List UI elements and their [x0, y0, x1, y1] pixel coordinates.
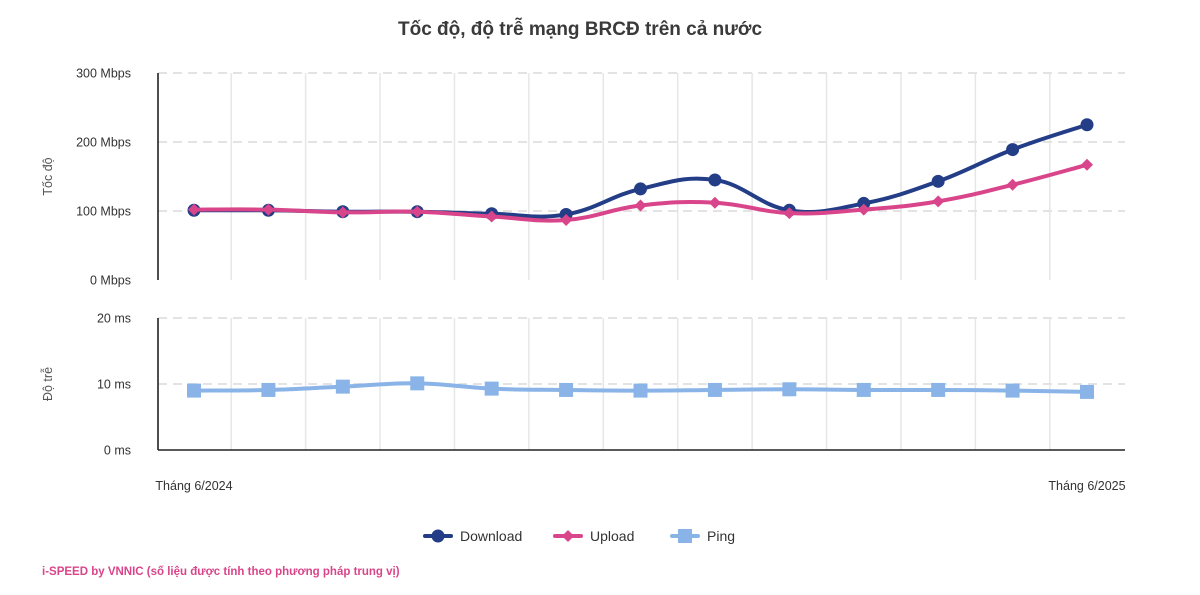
axes: 0 Mbps 100 Mbps 200 Mbps 300 Mbps Tốc độ 0 ms… — [40, 67, 1126, 494]
upload-point — [411, 205, 424, 218]
y-tick-label: 10 ms — [97, 378, 131, 392]
upload-point — [262, 203, 275, 216]
y-tick-label: 300 Mbps — [76, 67, 131, 81]
ping-point — [261, 382, 276, 397]
upload-point — [783, 207, 796, 220]
legend-upload-label: Upload — [590, 528, 634, 544]
download-point — [708, 173, 722, 187]
y-tick-label: 0 ms — [104, 444, 131, 458]
ping-point — [707, 382, 722, 397]
ping-point — [187, 383, 201, 398]
y-tick-label: 200 Mbps — [76, 136, 131, 150]
ping-point — [633, 383, 648, 398]
legend-download-marker — [431, 529, 445, 543]
upload-point — [932, 195, 945, 208]
upload-point — [336, 206, 349, 219]
ping-point — [559, 382, 574, 397]
upload-point — [1006, 178, 1019, 191]
download-point — [634, 182, 647, 196]
source-footnote: i-SPEED by VNNIC (số liệu được tính theo… — [42, 566, 400, 578]
ping-point — [484, 381, 499, 396]
upload-point — [1081, 158, 1093, 171]
legend-ping-marker — [678, 529, 692, 543]
upload-point — [634, 199, 647, 212]
y-tick-label: 20 ms — [97, 312, 131, 326]
download-point — [857, 196, 871, 210]
download-point — [931, 174, 945, 188]
series-layer — [187, 118, 1094, 399]
y-tick-label: 0 Mbps — [90, 274, 131, 288]
ping-point — [335, 379, 350, 394]
upload-point — [708, 196, 721, 209]
upload-point — [857, 203, 870, 216]
ping-point — [931, 382, 946, 397]
y-axis-title: Tốc độ — [41, 157, 55, 195]
legend-ping-label: Ping — [707, 528, 735, 544]
x-tick-label-end: Tháng 6/2025 — [1048, 479, 1125, 493]
upload-point — [485, 210, 498, 223]
legend-upload-marker — [562, 530, 574, 542]
ping-point — [1080, 384, 1094, 399]
ping-point — [410, 376, 425, 391]
x-tick-label-start: Tháng 6/2024 — [155, 479, 232, 493]
ping-point — [1005, 383, 1020, 398]
download-point — [1006, 143, 1020, 157]
download-point — [1080, 118, 1094, 132]
legend-download-label: Download — [460, 528, 522, 544]
legend: Download Upload Ping — [423, 528, 735, 544]
y-tick-label: 100 Mbps — [76, 205, 131, 219]
upload-point — [560, 213, 573, 226]
ping-point — [782, 382, 797, 397]
ping-point — [856, 382, 871, 397]
chart-title: Tốc độ, độ trễ mạng BRCĐ trên cả nước — [398, 18, 762, 40]
y-axis-title: Độ trễ — [40, 367, 55, 401]
upload-point — [188, 203, 200, 216]
